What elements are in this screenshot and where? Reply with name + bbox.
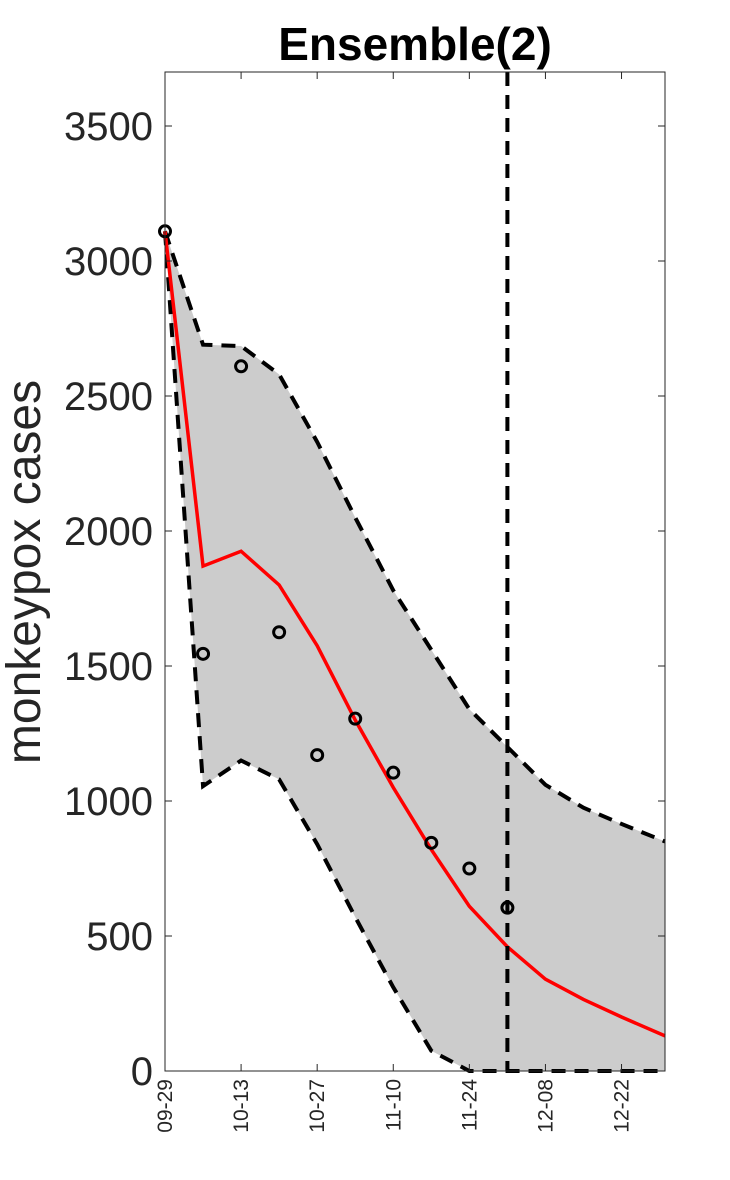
x-axis-tick-labels: 09-29 10-13 10-27 11-10 11-24 12-08 12-22	[154, 1079, 634, 1133]
y-tick-label: 0	[131, 1050, 153, 1094]
observed-point	[196, 646, 211, 661]
y-tick-label: 2500	[64, 375, 153, 419]
x-tick-label: 12-08	[534, 1079, 557, 1133]
observed-point	[500, 900, 515, 915]
observed-point	[348, 711, 363, 726]
y-tick-label: 2000	[64, 510, 153, 554]
y-tick-label: 3000	[64, 240, 153, 284]
observed-point	[234, 359, 249, 374]
ensemble-fit-line	[163, 231, 666, 1038]
x-tick-label: 09-29	[154, 1079, 177, 1133]
observed-point	[424, 835, 439, 850]
x-tick-label: 10-27	[306, 1079, 329, 1133]
x-tick-label: 11-24	[458, 1079, 481, 1131]
axes-box	[164, 71, 666, 1072]
chart-title: Ensemble(2)	[278, 18, 552, 70]
plot-area	[158, 71, 666, 1073]
observed-point	[272, 625, 287, 640]
y-tick-label: 1000	[64, 780, 153, 824]
observed-point	[386, 765, 401, 780]
observed-point	[462, 861, 477, 876]
y-tick-label: 3500	[64, 105, 153, 149]
y-tick-label: 500	[86, 915, 153, 959]
observed-markers	[158, 224, 515, 915]
x-tick-label: 12-22	[611, 1079, 634, 1133]
observed-point	[310, 748, 325, 763]
confidence-band-fill	[165, 231, 665, 1072]
confidence-band	[165, 231, 665, 1072]
x-tick-label: 11-10	[382, 1079, 405, 1131]
upper-bound-line	[163, 230, 666, 844]
y-tick-label: 1500	[64, 645, 153, 689]
x-tick-label: 10-13	[230, 1079, 253, 1133]
y-axis-label: monkeypox cases	[0, 380, 51, 764]
y-axis-tick-labels: 0 500 1000 1500 2000 2500 3000 3500	[64, 105, 153, 1094]
axis-ticks	[164, 72, 665, 1072]
